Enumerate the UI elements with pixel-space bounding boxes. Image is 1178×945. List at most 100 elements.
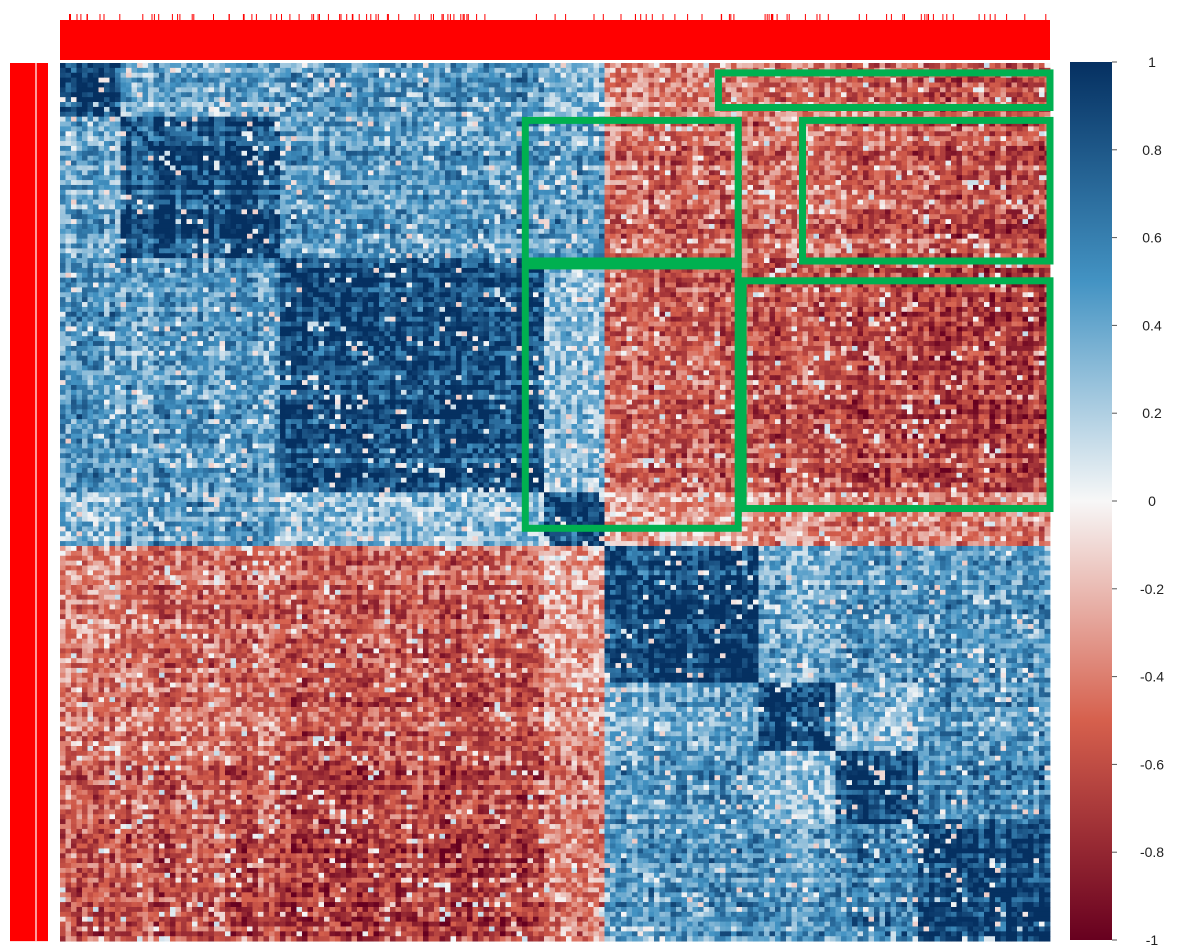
heatmap-cell (109, 77, 116, 83)
heatmap-cell (104, 141, 110, 147)
heatmap-cell (692, 184, 699, 191)
heatmap-cell (483, 170, 490, 176)
heatmap-cell (241, 111, 248, 118)
heatmap-cell (885, 160, 891, 166)
heatmap-cell (450, 67, 457, 74)
heatmap-cell (197, 155, 204, 161)
heatmap-cell (346, 155, 352, 161)
heatmap-cell (197, 67, 204, 74)
heatmap-cell (967, 111, 974, 118)
heatmap-cell (560, 136, 567, 142)
heatmap-cell (555, 136, 561, 142)
heatmap-cell (82, 102, 88, 108)
heatmap-cell (951, 175, 957, 181)
heatmap-cell (500, 72, 506, 79)
heatmap-cell (769, 121, 776, 127)
heatmap-cell (478, 82, 484, 88)
heatmap-cell (269, 170, 275, 176)
heatmap-cell (593, 106, 600, 113)
heatmap-cell (544, 175, 550, 181)
heatmap-cell (1011, 155, 1018, 161)
heatmap-cell (71, 87, 77, 93)
heatmap-cell (247, 102, 253, 108)
heatmap-cell (896, 160, 902, 166)
heatmap-cell (868, 184, 875, 191)
heatmap-cell (852, 155, 858, 161)
heatmap-cell (230, 92, 237, 98)
heatmap-cell (417, 102, 424, 108)
heatmap-cell (505, 180, 512, 186)
heatmap-cell (571, 184, 578, 191)
heatmap-cell (879, 126, 886, 132)
heatmap-cell (665, 67, 671, 74)
heatmap-cell (522, 72, 528, 79)
heatmap-cell (709, 87, 715, 93)
heatmap-cell (1000, 160, 1007, 166)
heatmap-cell (104, 145, 110, 152)
heatmap-cell (901, 97, 908, 103)
heatmap-cell (687, 82, 693, 88)
heatmap-cell (830, 63, 836, 69)
heatmap-cell (978, 63, 985, 69)
heatmap-cell (219, 141, 226, 147)
heatmap-cell (318, 145, 325, 152)
heatmap-cell (373, 87, 380, 93)
heatmap-cell (225, 67, 231, 74)
heatmap-cell (918, 92, 924, 98)
heatmap-cell (632, 87, 638, 93)
heatmap-cell (357, 82, 363, 88)
heatmap-cell (1006, 111, 1012, 118)
heatmap-cell (159, 106, 165, 113)
heatmap-cell (159, 63, 165, 69)
heatmap-cell (230, 116, 237, 122)
heatmap-cell (896, 155, 902, 161)
heatmap-cell (703, 121, 710, 127)
heatmap-cell (104, 126, 110, 132)
heatmap-cell (302, 175, 308, 181)
heatmap-cell (329, 141, 336, 147)
heatmap-cell (109, 175, 116, 181)
heatmap-cell (291, 106, 297, 113)
heatmap-cell (566, 131, 572, 137)
heatmap-cell (60, 155, 66, 161)
heatmap-cell (549, 92, 556, 98)
heatmap-cell (758, 92, 765, 98)
heatmap-cell (412, 121, 418, 127)
heatmap-cell (362, 184, 369, 191)
heatmap-cell (346, 106, 352, 113)
heatmap-cell (588, 155, 594, 161)
heatmap-cell (126, 170, 132, 176)
heatmap-cell (670, 165, 677, 171)
heatmap-cell (742, 160, 748, 166)
heatmap-cell (445, 180, 451, 186)
heatmap-cell (538, 82, 545, 88)
heatmap-cell (527, 82, 534, 88)
heatmap-cell (472, 184, 479, 191)
heatmap-cell (489, 87, 495, 93)
heatmap-cell (98, 102, 105, 108)
heatmap-cell (588, 106, 594, 113)
heatmap-cell (131, 141, 138, 147)
heatmap-cell (115, 150, 121, 157)
heatmap-cell (65, 72, 72, 79)
heatmap-cell (362, 121, 369, 127)
heatmap-cell (643, 184, 649, 191)
heatmap-cell (456, 82, 462, 88)
heatmap-cell (186, 145, 193, 152)
heatmap-cell (302, 121, 308, 127)
heatmap-cell (142, 121, 149, 127)
heatmap-cell (351, 175, 358, 181)
heatmap-cell (780, 145, 787, 152)
heatmap-cell (533, 160, 539, 166)
heatmap-cell (439, 136, 446, 142)
heatmap-cell (703, 67, 710, 74)
heatmap-cell (313, 150, 319, 157)
heatmap-cell (65, 175, 72, 181)
heatmap-cell (692, 180, 699, 186)
heatmap-cell (60, 150, 66, 157)
heatmap-cell (1017, 180, 1023, 186)
heatmap-cell (1000, 111, 1007, 118)
heatmap-cell (808, 126, 814, 132)
heatmap-cell (412, 189, 418, 196)
heatmap-cell (472, 77, 479, 83)
